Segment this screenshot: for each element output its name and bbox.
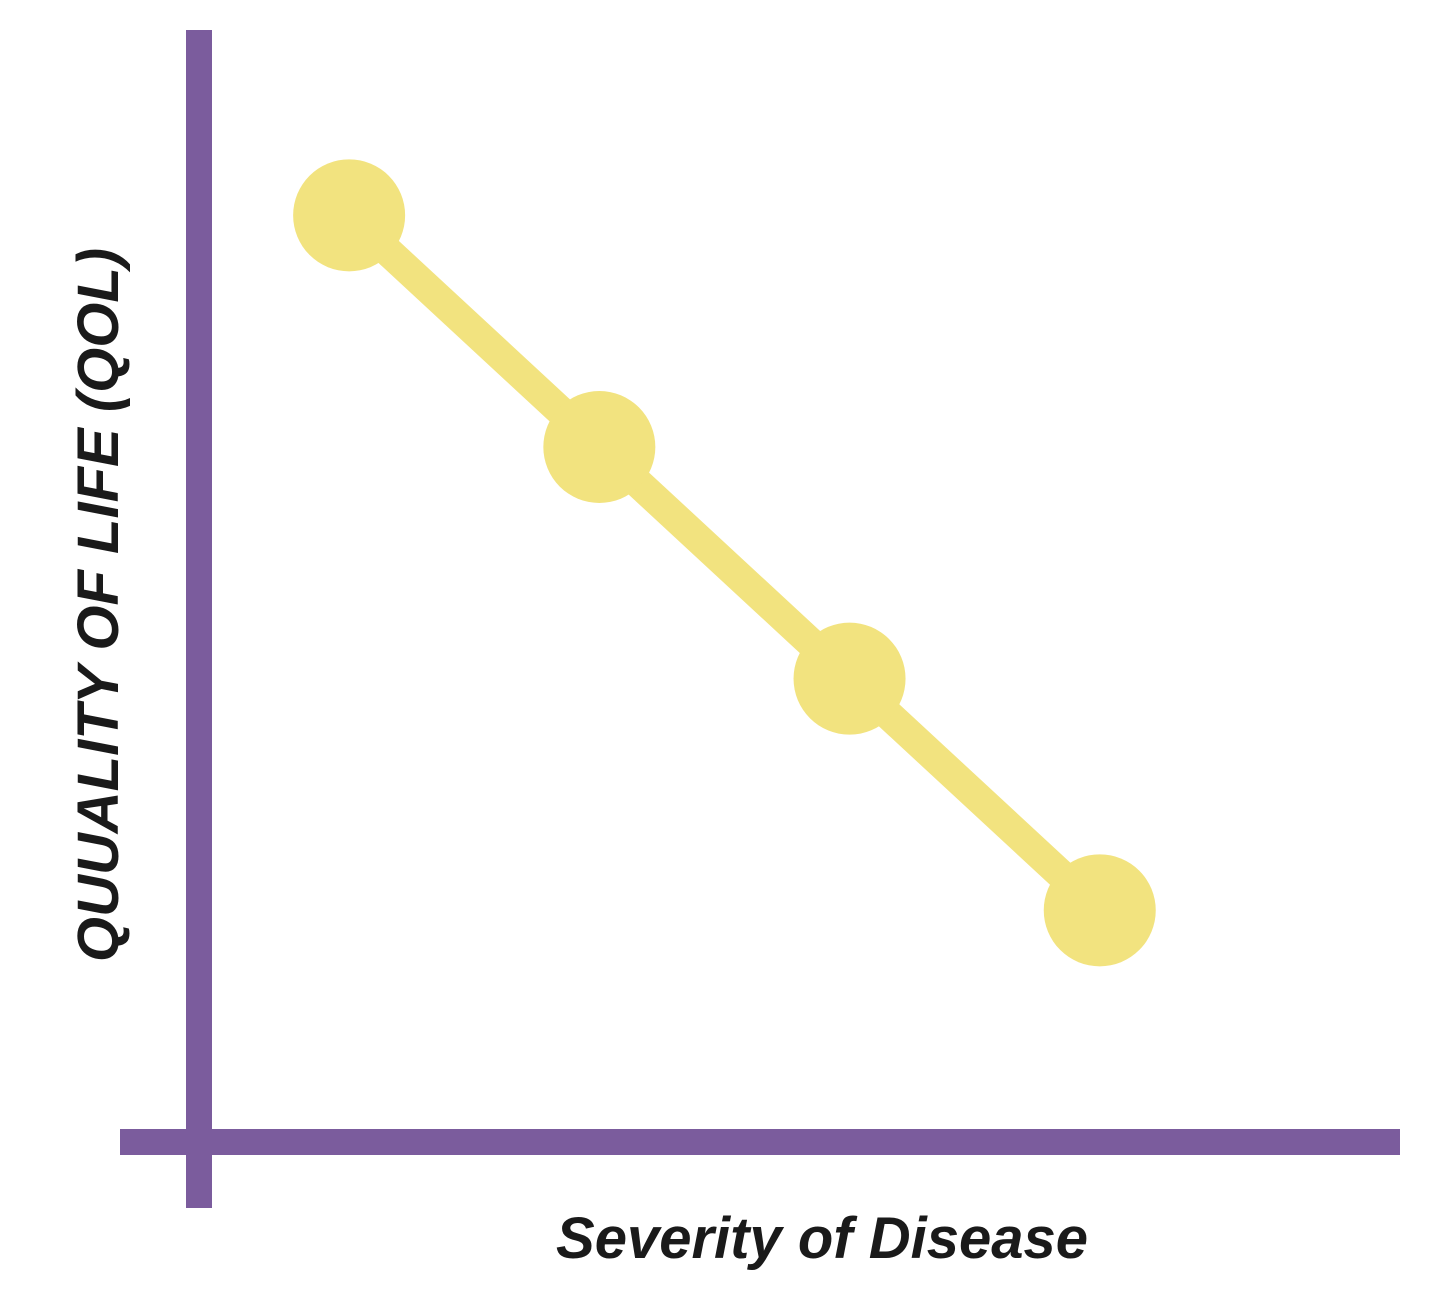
y-axis-label: QUUALITY OF LIFE (QOL) — [66, 248, 131, 962]
axes — [120, 30, 1400, 1208]
data-point — [793, 622, 906, 735]
x-axis-label: Severity of Disease — [556, 1206, 1088, 1271]
series-line-segment — [584, 432, 865, 694]
series-line-segment — [334, 200, 615, 462]
data-point — [543, 391, 656, 503]
data-point — [1043, 854, 1156, 967]
series-layer — [293, 159, 1156, 967]
data-point — [293, 159, 406, 272]
series-line-segment — [834, 663, 1115, 926]
